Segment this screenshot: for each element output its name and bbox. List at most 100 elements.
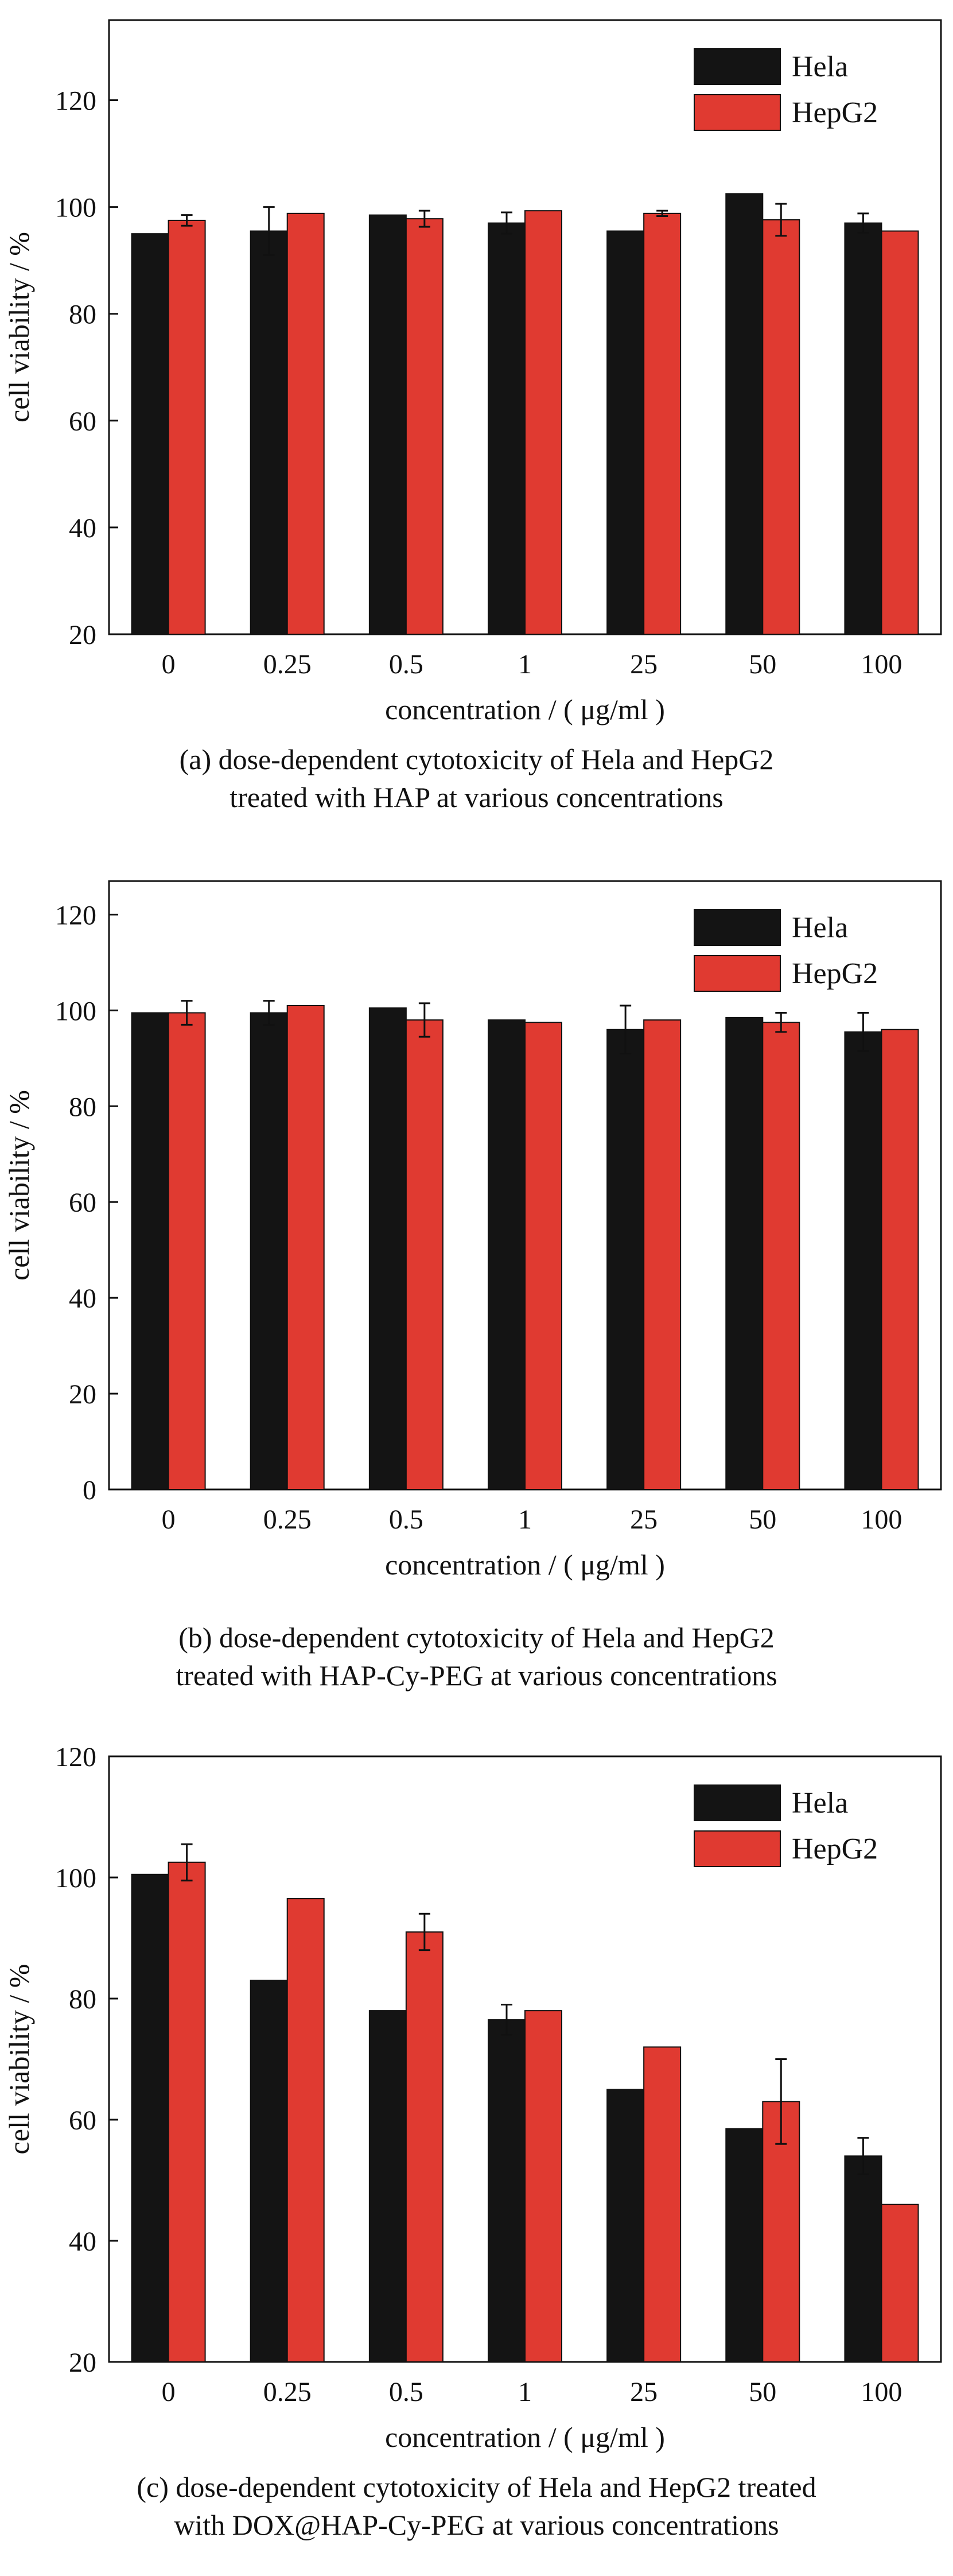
legend-swatch-hepg2 [694,955,781,992]
bar-hela [131,1873,169,2363]
y-axis-label: cell viability / % [3,1090,35,1281]
y-tick-label: 60 [69,1188,96,1218]
bar-hepg2 [405,1019,444,1490]
y-tick-label: 120 [55,1742,96,1772]
bar-hepg2 [168,1012,206,1490]
chart-panel-b: 0 20 40 60 80 100 120 0 0.25 0.5 1 25 50 100 concentra… [0,849,953,1710]
bar-hepg2 [524,1022,562,1490]
y-tick-label: 80 [69,1092,96,1122]
caption-a: (a) dose-dependent cytotoxicity of Hela … [0,740,953,816]
caption-b: (b) dose-dependent cytotoxicity of Hela … [0,1619,953,1694]
legend-swatch-hela [694,909,781,946]
bar-hepg2 [881,2203,919,2362]
bar-hela [131,233,169,635]
x-tick-label: 25 [630,649,658,680]
x-tick-label: 100 [861,2377,902,2407]
bar-hela [844,222,882,635]
x-tick-label: 100 [861,649,902,680]
bar-hela [488,222,526,635]
bar-hela [488,2019,526,2362]
bar-hela [250,230,288,635]
y-tick-label: 20 [69,1379,96,1410]
bar-hela [250,1980,288,2363]
bar-hela [606,1029,645,1490]
y-axis-label: cell viability / % [3,1964,35,2155]
y-tick-label: 40 [69,1283,96,1314]
y-tick-label: 40 [69,2226,96,2257]
y-tick-label: 100 [55,1863,96,1894]
x-axis-label: concentration / ( μg/ml ) [385,1549,665,1581]
y-tick-label: 120 [55,900,96,930]
legend-label-hepg2: HepG2 [792,1833,878,1865]
bar-hela [606,230,645,635]
bar-hepg2 [168,1861,206,2362]
y-tick-label: 0 [83,1475,96,1506]
bar-hela [131,1012,169,1490]
chart-a: 20 40 60 80 100 120 0 0.25 0.5 1 25 50 100 concentrat… [3,19,942,726]
bar-hepg2 [524,2010,562,2363]
x-tick-label: 0.25 [263,649,312,680]
x-tick-label: 0.25 [263,1504,312,1535]
x-tick-label: 50 [749,649,776,680]
chart-panel-a: 20 40 60 80 100 120 0 0.25 0.5 1 25 50 100 concentrat… [0,0,953,838]
bar-hela [368,1007,407,1490]
y-tick-label: 80 [69,300,96,330]
bar-hela [368,2010,407,2363]
x-tick-label: 0.5 [389,2377,423,2407]
x-tick-label: 0 [162,1504,176,1535]
bar-hepg2 [643,2046,682,2362]
chart-panel-c: 20 40 60 80 100 120 0 0.25 0.5 1 25 50 100 concentrat… [0,1733,953,2571]
x-axis-label: concentration / ( μg/ml ) [385,2421,665,2453]
bar-hela [725,1017,764,1490]
bar-hepg2 [643,1019,682,1490]
bar-hepg2 [524,210,562,635]
x-tick-label: 25 [630,1504,658,1535]
x-tick-label: 100 [861,1504,902,1535]
bar-hela [368,214,407,635]
bar-hepg2 [286,212,325,635]
legend-label-hela: Hela [792,1787,848,1820]
caption-b-line-1: (b) dose-dependent cytotoxicity of Hela … [178,1621,775,1654]
x-tick-label: 0 [162,2377,176,2407]
legend-label-hela: Hela [792,911,848,944]
y-tick-label: 20 [69,2348,96,2378]
bar-hepg2 [405,1931,444,2362]
x-tick-label: 0.5 [389,649,423,680]
y-tick-label: 60 [69,406,96,437]
legend-swatch-hepg2 [694,94,781,131]
bar-hepg2 [286,1005,325,1490]
caption-c-line-1: (c) dose-dependent cytotoxicity of Hela … [137,2471,816,2503]
caption-c-line-2: with DOX@HAP-Cy-PEG at various concentra… [174,2509,779,2541]
x-tick-label: 50 [749,2377,776,2407]
x-tick-label: 1 [518,1504,532,1535]
x-tick-label: 0.5 [389,1504,423,1535]
legend-swatch-hela [694,1784,781,1821]
legend-label-hepg2: HepG2 [792,957,878,990]
y-axis-label: cell viability / % [3,232,35,422]
legend-label-hela: Hela [792,51,848,83]
y-tick-label: 100 [55,193,96,223]
x-tick-label: 50 [749,1504,776,1535]
y-tick-label: 20 [69,620,96,650]
chart-b: 0 20 40 60 80 100 120 0 0.25 0.5 1 25 50 100 concentra… [3,880,942,1581]
bar-hepg2 [168,219,206,635]
legend-label-hepg2: HepG2 [792,96,878,129]
caption-c: (c) dose-dependent cytotoxicity of Hela … [0,2468,953,2544]
bar-hepg2 [405,218,444,635]
bar-hela [606,2089,645,2362]
bar-hela [725,193,764,635]
caption-a-line-2: treated with HAP at various concentratio… [230,781,723,813]
caption-a-line-1: (a) dose-dependent cytotoxicity of Hela … [179,743,774,775]
legend-swatch-hela [694,48,781,85]
bar-hepg2 [881,1029,919,1490]
bar-hela [844,2155,882,2362]
chart-c: 20 40 60 80 100 120 0 0.25 0.5 1 25 50 100 concentrat… [3,1742,942,2453]
x-tick-label: 1 [518,649,532,680]
bar-hela [725,2128,764,2362]
legend-swatch-hepg2 [694,1830,781,1867]
x-tick-label: 0 [162,649,176,680]
x-axis-label: concentration / ( μg/ml ) [385,693,665,726]
bar-hepg2 [762,219,800,635]
bar-hepg2 [762,1022,800,1490]
y-tick-label: 60 [69,2105,96,2136]
